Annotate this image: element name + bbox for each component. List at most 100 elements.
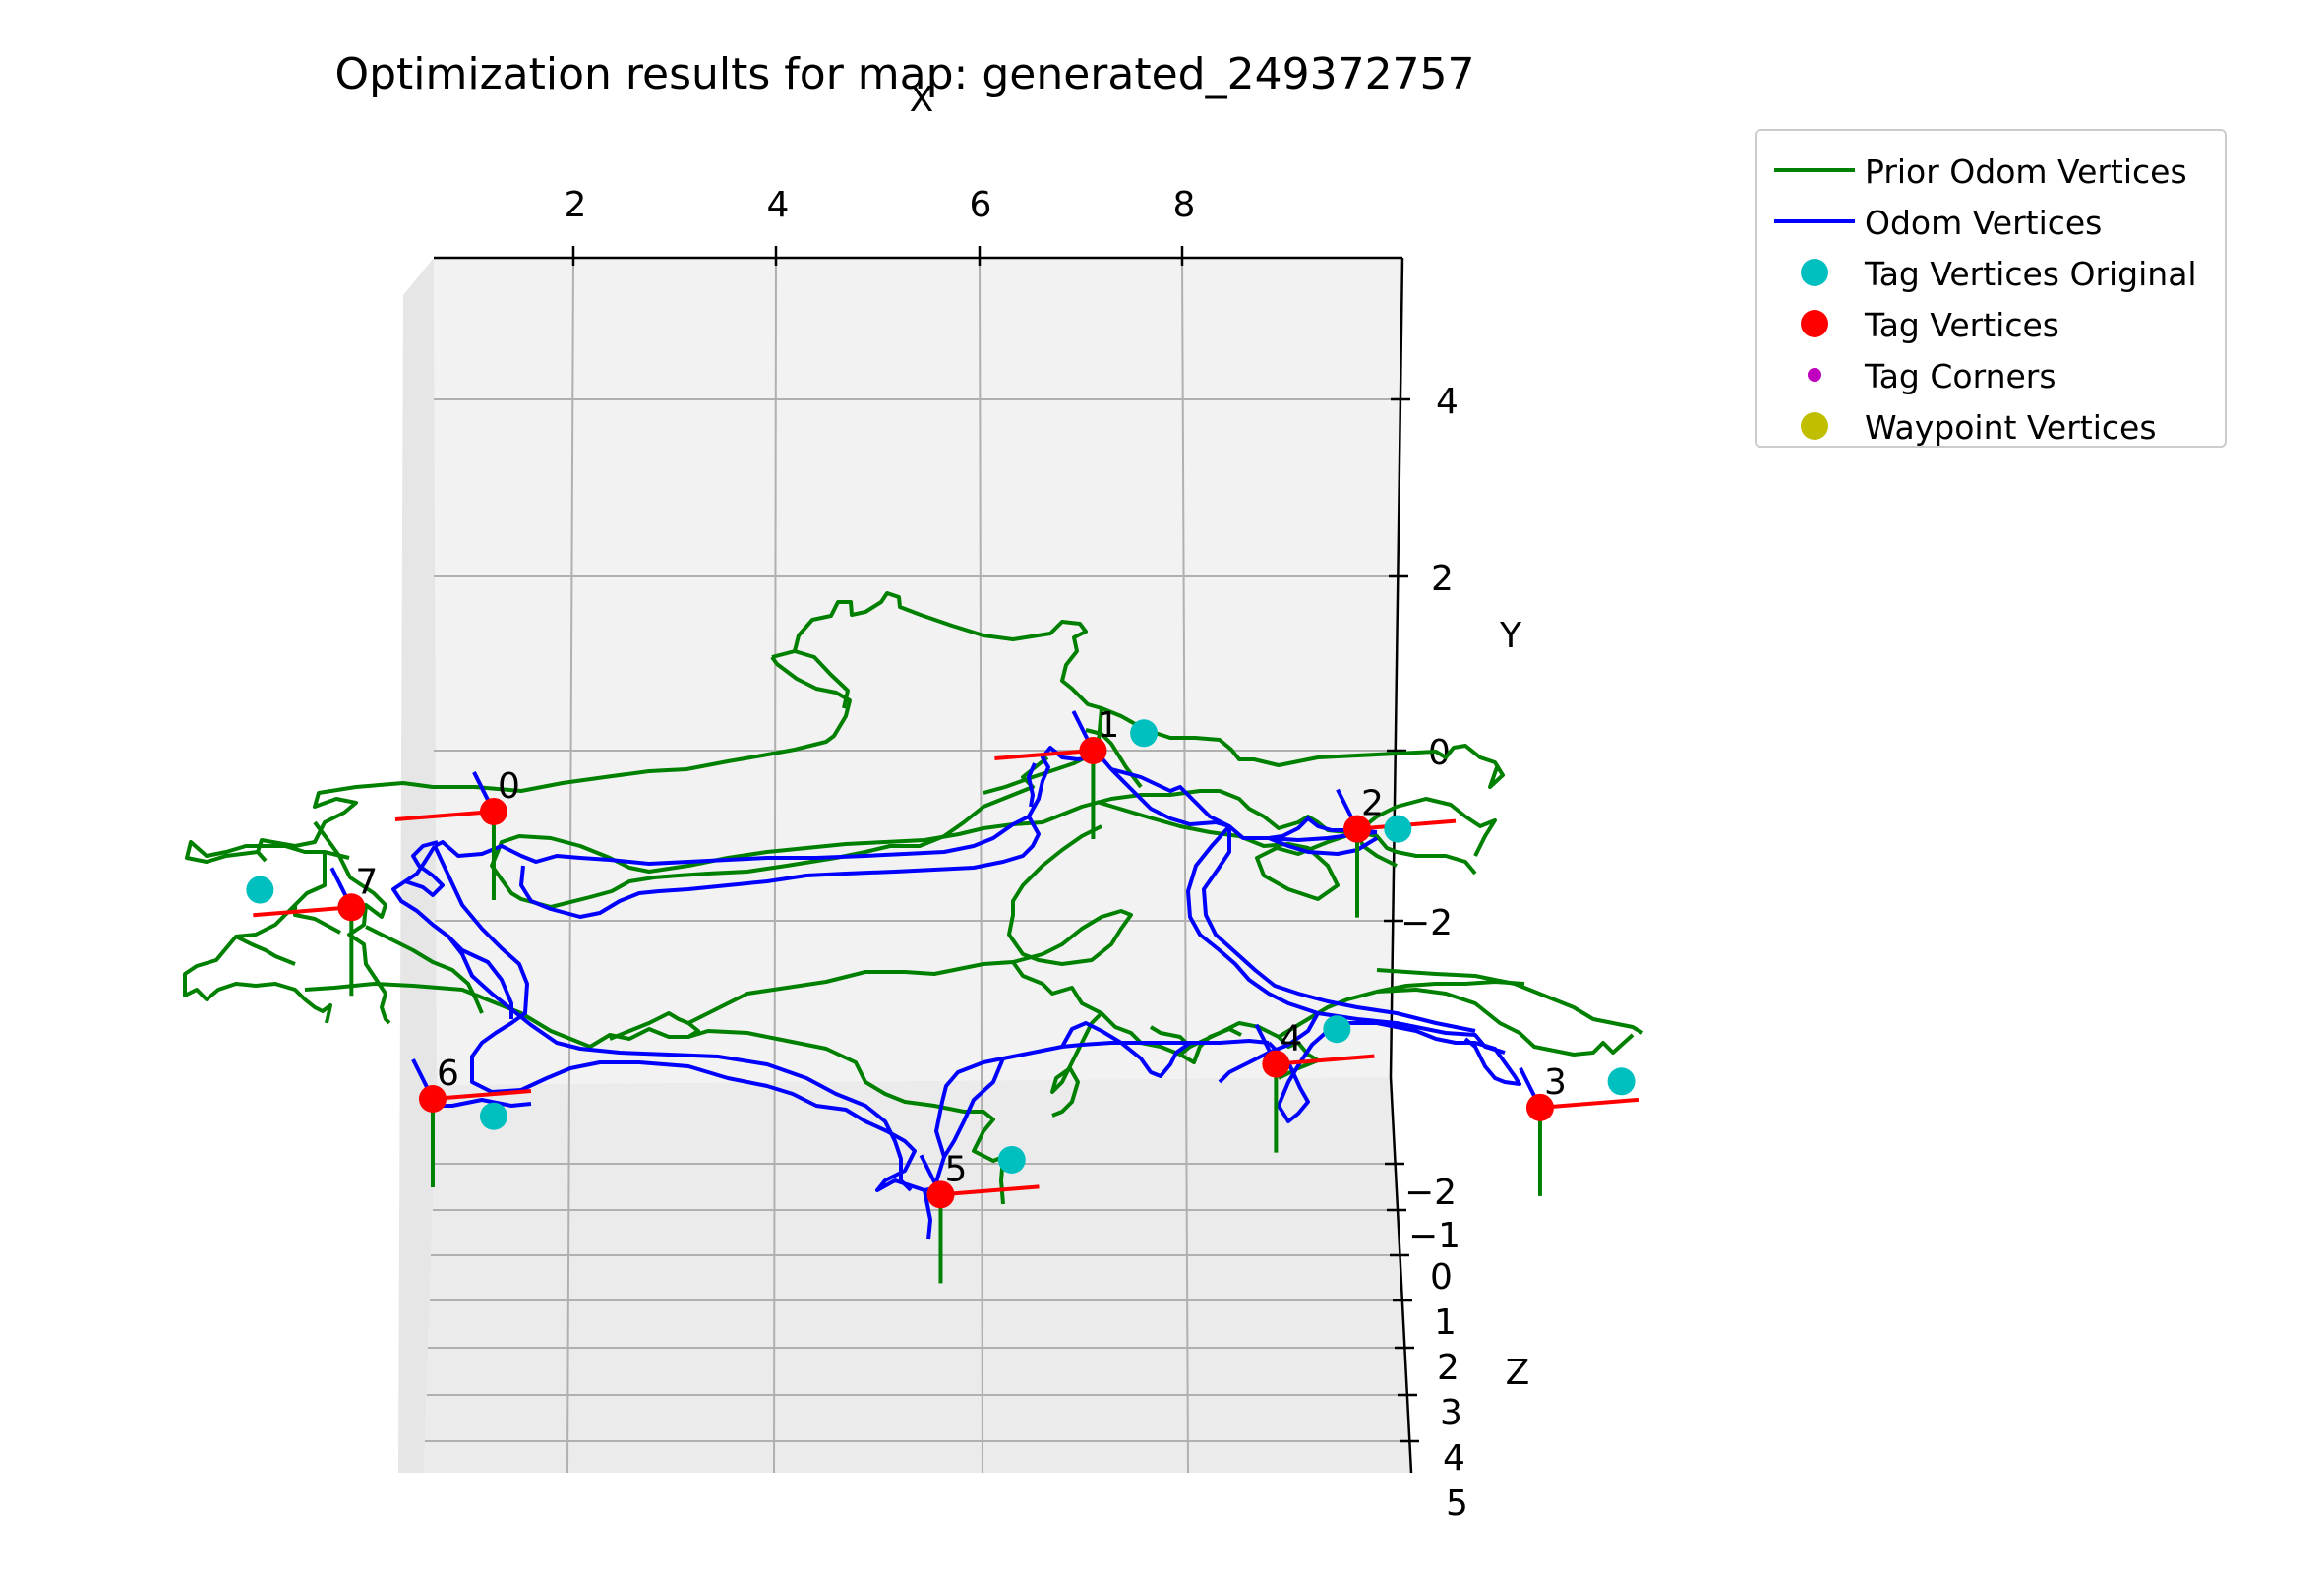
legend-label: Tag Vertices — [1865, 306, 2059, 344]
legend-item: Tag Vertices — [1757, 298, 2225, 349]
legend: Prior Odom Vertices Odom Vertices Tag Ve… — [1755, 129, 2227, 448]
odom-path — [942, 1057, 1005, 1159]
tag-original-marker — [1323, 1015, 1351, 1044]
legend-item: Waypoint Vertices — [1757, 400, 2225, 452]
back-pane — [434, 258, 1402, 1085]
prior-odom-path — [304, 982, 700, 1049]
tag-marker — [479, 797, 507, 825]
tag-marker — [418, 1085, 447, 1113]
x-tick-labels: 2 4 6 8 — [565, 185, 1196, 225]
prior-odom-path — [256, 655, 852, 863]
odom-path — [1202, 826, 1476, 1033]
tag-id-label: 5 — [944, 1149, 967, 1189]
z-tick-label: 0 — [1430, 1257, 1453, 1298]
grid-x-8 — [1181, 257, 1189, 1474]
odom-path — [1268, 836, 1379, 856]
legend-marker-cyan — [1801, 259, 1828, 286]
y-tick-label: 4 — [1436, 382, 1459, 422]
odom-path — [1060, 1021, 1192, 1078]
legend-item: Tag Corners — [1757, 349, 2225, 400]
prior-odom-path — [293, 852, 341, 935]
tag-axis-x — [432, 1089, 532, 1101]
tag-axis-x — [1276, 1054, 1375, 1066]
odom-path — [923, 1189, 932, 1240]
legend-marker-olive — [1801, 412, 1828, 440]
tag-original-marker — [246, 876, 274, 904]
prior-odom-path — [687, 824, 1133, 1025]
y-tick-labels: 4 2 0 −2 — [1400, 382, 1459, 943]
tag-axis-x — [940, 1184, 1040, 1197]
legend-item: Tag Vertices Original — [1757, 247, 2225, 298]
tag-axis-x — [394, 809, 495, 821]
z-tick-label: −2 — [1404, 1173, 1457, 1213]
odom-path — [1027, 762, 1037, 808]
odom-path — [404, 840, 445, 897]
tag-id-label: 0 — [498, 766, 520, 807]
tag-marker — [337, 893, 366, 922]
y-tick-label: 2 — [1431, 559, 1454, 599]
x-tick-label: 8 — [1173, 185, 1196, 225]
legend-label: Odom Vertices — [1865, 204, 2103, 242]
prior-odom-path — [771, 591, 1505, 789]
legend-line-blue — [1774, 219, 1855, 223]
tag-original-marker — [997, 1145, 1026, 1174]
tag-id-label: 2 — [1361, 784, 1384, 824]
prior-odom-path — [1050, 1011, 1103, 1118]
legend-marker-magenta — [1808, 368, 1821, 382]
prior-odom-path — [1096, 800, 1477, 901]
grid-x-2 — [566, 257, 574, 1474]
prior-odom-path — [365, 925, 484, 1014]
prior-odom-path — [490, 755, 1348, 909]
legend-label: Tag Vertices Original — [1865, 255, 2197, 293]
series-prior-odom — [183, 591, 1644, 1205]
z-tick-label: 2 — [1437, 1348, 1460, 1388]
odom-path — [433, 845, 1270, 1192]
tag-id-label: 6 — [437, 1054, 459, 1094]
odom-path — [519, 816, 1041, 919]
tag-marker — [1079, 737, 1107, 764]
prior-odom-path — [794, 649, 850, 709]
grid-x-4 — [773, 257, 777, 1474]
tag-original-marker — [479, 1102, 507, 1130]
tag-axis-x — [253, 905, 352, 918]
x-axis-label: X — [910, 80, 934, 120]
tag-id-label: 1 — [1097, 705, 1119, 746]
tag-marker — [1343, 815, 1372, 843]
legend-item: Odom Vertices — [1757, 196, 2225, 247]
prior-odom-path — [313, 820, 391, 1025]
prior-odom-path — [687, 1029, 1004, 1163]
z-tick-labels: −2 −1 0 1 2 3 4 5 — [1404, 1173, 1468, 1524]
y-axis-line — [1389, 257, 1404, 1078]
tag-original-marker — [1384, 815, 1412, 843]
floor-pane — [424, 1077, 1411, 1473]
x-tick-label: 6 — [970, 185, 992, 225]
x-tick-label: 2 — [565, 185, 587, 225]
grid-lines — [425, 257, 1409, 1474]
legend-marker-red — [1801, 310, 1828, 337]
prior-odom-path — [235, 935, 296, 966]
z-tick-label: 4 — [1443, 1438, 1465, 1479]
z-tick-label: −1 — [1408, 1216, 1460, 1256]
chart-title: Optimization results for map: generated_… — [334, 49, 1474, 99]
tag-axis-x — [1539, 1097, 1639, 1110]
odom-path — [391, 844, 913, 1192]
tag-marker — [1525, 1093, 1554, 1121]
axis-lines — [434, 256, 1413, 1474]
tag-vertices — [337, 737, 1554, 1209]
legend-label: Prior Odom Vertices — [1865, 152, 2187, 191]
axis-ticks — [571, 246, 1419, 1443]
prior-odom-path — [183, 903, 332, 1024]
prior-odom-path — [1355, 797, 1497, 857]
z-tick-label: 3 — [1440, 1393, 1462, 1433]
tag-labels: 0 1 2 3 4 5 6 7 — [355, 705, 1567, 1189]
tag-axis-x — [994, 749, 1094, 760]
legend-label: Tag Corners — [1865, 357, 2056, 395]
legend-item: Prior Odom Vertices — [1757, 145, 2225, 196]
legend-label: Waypoint Vertices — [1865, 408, 2157, 447]
x-tick-label: 4 — [767, 185, 790, 225]
odom-path — [447, 935, 513, 1019]
tag-marker — [1262, 1050, 1290, 1078]
prior-odom-path — [185, 840, 350, 864]
tag-vertices-original — [246, 719, 1636, 1174]
